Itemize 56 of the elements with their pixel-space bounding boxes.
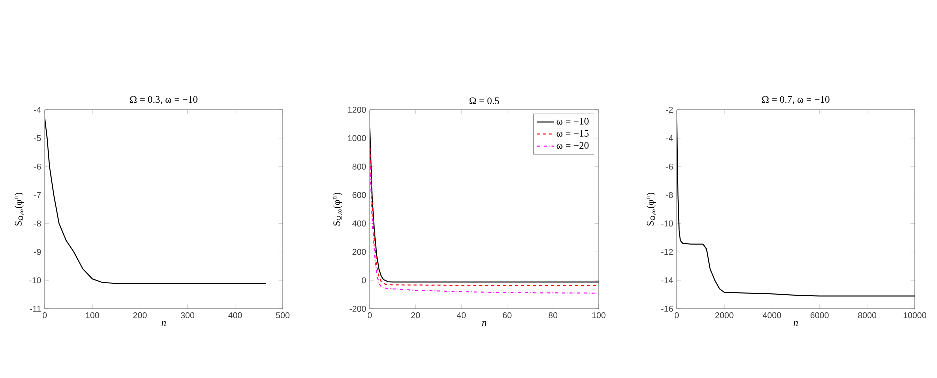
chart-title: Ω = 0.3, ω = −10 [130,96,198,104]
x-tick-label: 40 [457,312,466,319]
x-tick-label: 400 [228,312,242,319]
y-tick-label: 600 [352,192,366,198]
x-tick-label: 0 [368,312,372,319]
y-tick-label: -6 [34,164,42,170]
x-tick-label: 4000 [762,312,782,319]
x-axis-title: n [162,321,166,326]
y-tick-label: 1000 [348,135,366,142]
x-tick-label: 200 [134,312,147,319]
chart-title: Ω = 0.5 [470,98,500,104]
x-tick-label: 100 [592,312,606,319]
y-tick-label: -4 [666,136,674,142]
x-tick-label: 500 [276,312,290,319]
y-tick-label: -5 [34,135,42,142]
legend-label: ω = −15 [556,130,589,137]
y-tick-label: -16 [662,306,674,312]
y-tick-label: 400 [352,220,366,227]
y-tick-label: -2 [666,107,674,113]
y-axis-title: S$_{Ω,ω}$(φ$^{n}$) [14,192,24,226]
y-tick-label: -14 [662,278,674,284]
y-tick-label: -8 [666,192,674,198]
chart-title: Ω = 0.7, ω = −10 [762,96,830,104]
y-tick-label: -10 [30,278,42,284]
y-tick-label: 800 [352,164,366,170]
y-tick-label: 1200 [348,107,366,113]
x-tick-label: 100 [86,312,100,319]
x-tick-label: 2000 [716,312,734,319]
x-tick-label: 0 [674,312,680,319]
y-tick-label: 0 [362,278,366,284]
x-tick-label: 20 [412,312,420,319]
y-axis-title: S$_{Ω,ω}$(φ$^{n}$) [333,192,343,226]
y-tick-label: -4 [34,107,42,113]
x-tick-label: 10000 [904,312,926,319]
y-tick-label: 200 [352,249,366,256]
legend-label: ω = −10 [556,118,589,125]
y-tick-label: -11 [30,306,42,312]
y-axis-title: S$_{Ω,ω}$(φ$^{n}$) [646,192,656,226]
y-tick-label: -7 [34,192,42,198]
y-tick-label: -200 [350,306,366,312]
x-tick-label: 300 [181,312,195,319]
line-series [677,119,916,297]
legend-label: ω = −20 [556,142,589,150]
x-tick-label: 60 [503,312,512,319]
y-tick-label: -10 [662,220,674,227]
x-axis-title: n [482,321,487,326]
x-tick-label: 8000 [858,312,876,319]
x-tick-label: 6000 [810,312,829,319]
line-series [45,118,267,284]
x-axis-title: n [794,321,798,326]
y-tick-label: -12 [662,249,674,256]
x-tick-label: 80 [548,312,558,319]
x-tick-label: 0 [42,312,48,319]
y-tick-label: -8 [34,220,42,227]
y-tick-label: -6 [666,164,674,170]
y-tick-label: -9 [34,249,42,256]
